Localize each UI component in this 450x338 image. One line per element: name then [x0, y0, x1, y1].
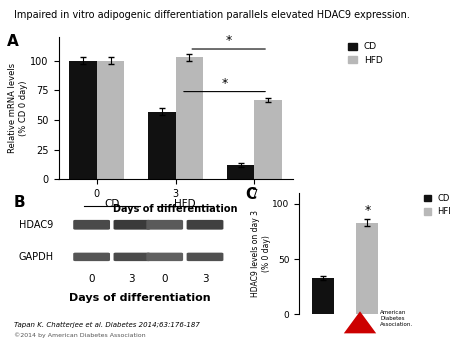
- Text: B: B: [14, 195, 25, 210]
- Text: *: *: [225, 34, 232, 47]
- FancyBboxPatch shape: [146, 220, 183, 230]
- Legend: CD, HFD: CD, HFD: [344, 39, 386, 69]
- Text: HDAC9: HDAC9: [18, 220, 53, 230]
- Text: 3: 3: [129, 274, 135, 284]
- FancyBboxPatch shape: [146, 252, 183, 261]
- Bar: [97, 61, 124, 179]
- Text: 3: 3: [202, 274, 208, 284]
- Y-axis label: Relative mRNA levels
(% CD 0 day): Relative mRNA levels (% CD 0 day): [8, 63, 27, 153]
- FancyBboxPatch shape: [187, 252, 223, 261]
- Text: 0: 0: [88, 274, 95, 284]
- Text: *: *: [364, 204, 371, 217]
- Bar: [69, 61, 97, 179]
- Text: ©2014 by American Diabetes Association: ©2014 by American Diabetes Association: [14, 332, 145, 338]
- FancyBboxPatch shape: [73, 220, 110, 230]
- Text: GAPDH: GAPDH: [18, 252, 54, 262]
- Text: Impaired in vitro adipogenic differentiation parallels elevated HDAC9 expression: Impaired in vitro adipogenic differentia…: [14, 10, 410, 20]
- Text: CD: CD: [104, 199, 119, 209]
- Bar: [176, 57, 203, 179]
- Text: Tapan K. Chatterjee et al. Diabetes 2014;63:176-187: Tapan K. Chatterjee et al. Diabetes 2014…: [14, 322, 199, 328]
- Text: *: *: [221, 77, 228, 90]
- Text: American
Diabetes
Association.: American Diabetes Association.: [380, 310, 414, 327]
- Bar: [356, 222, 378, 314]
- FancyBboxPatch shape: [113, 252, 150, 261]
- FancyBboxPatch shape: [113, 220, 150, 230]
- Text: Days of differentiation: Days of differentiation: [69, 293, 210, 303]
- Bar: [254, 100, 282, 179]
- Y-axis label: HDAC9 levels on day 3
(% 0 day): HDAC9 levels on day 3 (% 0 day): [252, 210, 271, 297]
- Bar: [312, 278, 334, 314]
- Text: C: C: [245, 187, 256, 201]
- Polygon shape: [344, 311, 376, 333]
- FancyBboxPatch shape: [187, 220, 223, 230]
- Bar: [227, 165, 254, 179]
- Text: 0: 0: [162, 274, 168, 284]
- Text: HFD: HFD: [174, 199, 196, 209]
- X-axis label: Days of differentiation: Days of differentiation: [113, 204, 238, 214]
- FancyBboxPatch shape: [73, 252, 110, 261]
- Text: A: A: [7, 34, 19, 49]
- Legend: CD, HFD: CD, HFD: [421, 191, 450, 220]
- Bar: [148, 112, 176, 179]
